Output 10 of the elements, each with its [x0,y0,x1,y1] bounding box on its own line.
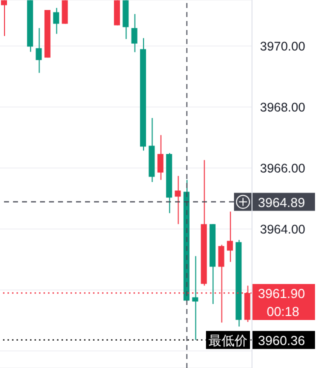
ref-line-label: 3960.36 [258,332,305,348]
y-tick-label: 3964.00 [260,222,306,236]
y-tick-label: 3970.00 [260,39,306,54]
annotation: 最低价 [208,334,248,349]
ref-line-label: 3964.89 [258,194,305,210]
candlestick [192,256,198,340]
y-tick-label: 3966.00 [260,161,306,176]
y-tick-label: 3968.00 [260,100,306,114]
ref-line-label: 3961.90 [258,286,305,301]
text: 00:18 [266,304,300,319]
